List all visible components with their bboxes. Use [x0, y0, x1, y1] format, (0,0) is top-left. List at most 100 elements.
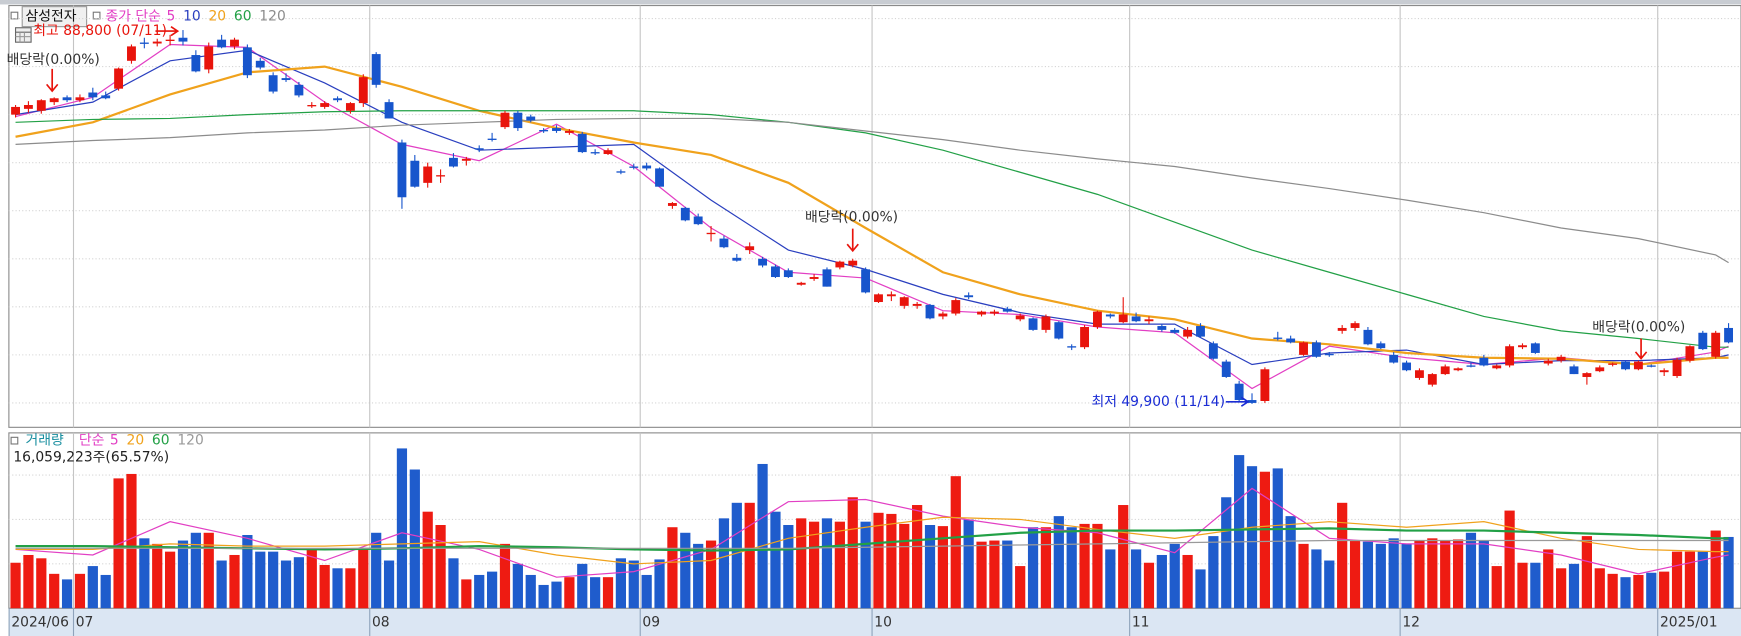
volume-bar: [1208, 536, 1219, 609]
ma-line: [15, 65, 1729, 366]
candle-body: [1608, 363, 1618, 365]
dividend-arrow: [45, 68, 59, 93]
volume-bar: [435, 525, 446, 609]
volume-bar: [1040, 527, 1052, 609]
volume-bar: [474, 574, 485, 609]
volume-bar: [74, 573, 86, 609]
candle-body: [526, 116, 536, 121]
volume-bar: [87, 566, 98, 609]
volume-bar: [667, 527, 678, 609]
volume-bar: [1246, 466, 1258, 609]
candle-body: [423, 166, 433, 183]
dividend-label: 배당락(0.00%): [1592, 319, 1685, 335]
volume-bar: [268, 551, 279, 609]
pane-icon[interactable]: [10, 11, 19, 20]
candle-body: [436, 175, 446, 177]
high-label: 최고 88,800 (07/11): [33, 23, 167, 39]
volume-bar: [23, 554, 34, 609]
volume-bar: [499, 543, 511, 609]
candle-body: [564, 130, 574, 133]
candle-body: [655, 168, 664, 187]
volume-bar: [551, 581, 562, 609]
candle-body: [809, 277, 819, 279]
volume-bar: [36, 558, 47, 609]
volume-bar: [486, 571, 498, 609]
volume-bar: [1272, 468, 1283, 609]
title-box[interactable]: [21, 6, 88, 28]
volume-bar: [564, 577, 575, 609]
candle-body: [1633, 361, 1643, 370]
candle-body: [1118, 314, 1128, 323]
candle-body: [11, 106, 20, 115]
volume-bar: [1659, 571, 1670, 609]
candle-body: [1415, 370, 1424, 378]
volume-bar: [229, 554, 240, 609]
candle-body: [461, 158, 471, 161]
volume-bar: [216, 560, 227, 609]
volume-bar: [358, 549, 369, 609]
calendar-icon[interactable]: [14, 27, 32, 43]
volume-bar: [448, 558, 459, 609]
x-tick-label: 11: [1132, 615, 1150, 631]
volume-bar: [628, 560, 639, 609]
volume-bar: [1671, 551, 1683, 609]
candle-body: [36, 100, 46, 111]
volume-bar: [1362, 541, 1374, 609]
candle-body: [1698, 332, 1708, 350]
volume-bar: [139, 538, 150, 609]
volume-value-label: 16,059,223주(65.57%): [13, 449, 169, 465]
volume-bar: [1079, 523, 1090, 609]
volume-bar: [590, 577, 601, 609]
ma-icon[interactable]: [92, 11, 101, 20]
candle-body: [75, 97, 85, 101]
candle-body: [886, 294, 896, 297]
candle-body: [616, 171, 626, 173]
volume-icon[interactable]: [10, 436, 19, 445]
volume-bar: [280, 560, 292, 609]
legend-entry: 20: [208, 9, 226, 25]
volume-bar: [1491, 566, 1502, 609]
candle-body: [474, 148, 484, 150]
volume-bar: [1452, 539, 1464, 609]
volume-bar: [100, 574, 111, 609]
low-label: 최저 49,900 (11/14): [1091, 394, 1225, 410]
candle-body: [1015, 315, 1025, 320]
volume-bar: [190, 532, 201, 609]
volume-bar: [461, 579, 472, 609]
volume-bar: [1440, 540, 1451, 609]
volume-bar: [1646, 572, 1657, 609]
volume-bar: [512, 563, 523, 609]
candle-body: [1569, 366, 1579, 375]
candle-body: [1466, 365, 1476, 367]
volume-bar: [1143, 562, 1155, 609]
candle-body: [500, 112, 510, 128]
candle-body: [1505, 346, 1515, 366]
candle-body: [1144, 319, 1154, 322]
dividend-arrow: [1634, 338, 1648, 360]
ma-line: [15, 516, 1729, 565]
volume-bar: [525, 574, 536, 609]
volume-bar: [1543, 549, 1554, 609]
volume-bar: [371, 532, 382, 609]
volume-bar: [1633, 574, 1644, 609]
volume-bar: [345, 568, 356, 609]
candle-body: [912, 303, 922, 306]
volume-bar: [783, 525, 794, 609]
candle-body: [1492, 365, 1502, 369]
ma-line: [15, 527, 1729, 552]
volume-bar: [757, 463, 768, 609]
volume-bar: [1182, 554, 1193, 609]
candle-body: [706, 232, 716, 235]
volume-bar: [319, 564, 330, 609]
x-tick-label: 07: [76, 615, 94, 631]
volume-bar: [899, 523, 910, 609]
candle-body: [1054, 322, 1064, 339]
volume-bar: [924, 525, 936, 609]
volume-bar: [744, 502, 755, 609]
candle-body: [1556, 356, 1566, 361]
volume-bar: [602, 577, 614, 609]
volume-bar: [770, 511, 781, 609]
volume-bar: [409, 469, 420, 609]
candle-body: [1170, 329, 1180, 333]
